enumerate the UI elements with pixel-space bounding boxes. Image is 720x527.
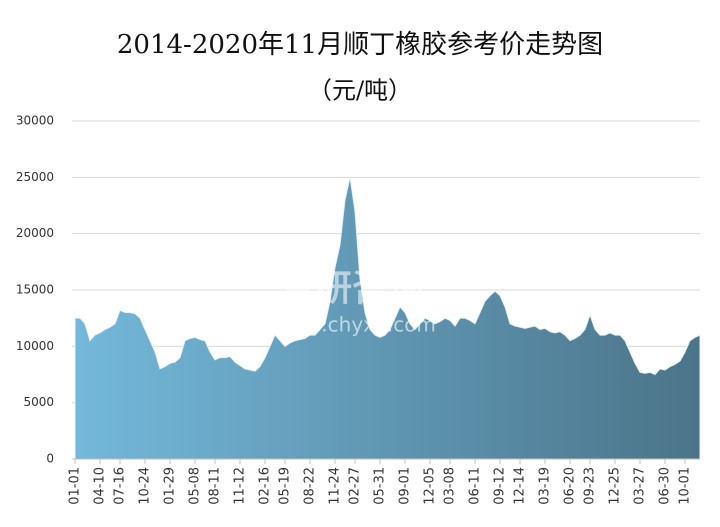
x-tick-label: 02-16 xyxy=(258,467,273,505)
x-tick-label: 12-05 xyxy=(423,467,438,505)
y-tick-label: 0 xyxy=(46,452,54,466)
x-tick-label: 02-27 xyxy=(348,467,363,505)
watermark-url: www.chyxx.com xyxy=(274,313,436,337)
chart-title: 2014-2020年11月顺丁橡胶参考价走势图 xyxy=(117,30,603,60)
x-tick-label: 09-12 xyxy=(493,467,508,505)
x-tick-label: 11-24 xyxy=(328,467,343,505)
x-tick-label: 10-01 xyxy=(678,467,693,505)
watermark-name: 智研咨询 xyxy=(280,268,424,309)
x-tick-label: 06-20 xyxy=(563,467,578,505)
x-tick-label: 09-01 xyxy=(398,467,413,505)
x-tick-label: 09-23 xyxy=(583,467,598,505)
plot: 0 5000 10000 15000 20000 25000 30000 01-01 04-10… xyxy=(16,114,701,505)
x-tick-label: 08-22 xyxy=(303,467,318,505)
x-tick-label: 05-19 xyxy=(278,467,293,505)
x-tick-label: 03-08 xyxy=(443,467,458,505)
y-tick-label: 5000 xyxy=(23,395,54,409)
x-tick-label: 01-29 xyxy=(163,467,178,505)
x-tick-label: 06-11 xyxy=(468,467,483,505)
x-tick-label: 03-27 xyxy=(633,467,648,505)
y-tick-label: 30000 xyxy=(16,114,54,128)
x-tick-label: 12-25 xyxy=(608,467,623,505)
x-tick-label: 11-12 xyxy=(233,467,248,505)
x-tick-label: 07-16 xyxy=(113,467,128,505)
x-tick-label: 05-31 xyxy=(373,467,388,505)
x-tick-label: 08-11 xyxy=(208,467,223,505)
x-tick-label: 10-24 xyxy=(138,467,153,505)
y-tick-label: 10000 xyxy=(16,339,54,353)
chart-subtitle: （元/吨） xyxy=(308,77,412,105)
y-tick-label: 25000 xyxy=(16,170,54,184)
area xyxy=(74,177,701,460)
x-tick-label: 06-30 xyxy=(658,467,673,505)
x-tick-label: 12-14 xyxy=(513,467,528,505)
x-tick-label: 04-10 xyxy=(93,467,108,505)
y-tick-label: 15000 xyxy=(16,283,54,297)
x-tick-label: 01-01 xyxy=(68,467,83,505)
x-tick-label: 05-08 xyxy=(188,467,203,505)
x-tick-label: 03-19 xyxy=(538,467,553,505)
y-tick-label: 20000 xyxy=(16,226,54,240)
